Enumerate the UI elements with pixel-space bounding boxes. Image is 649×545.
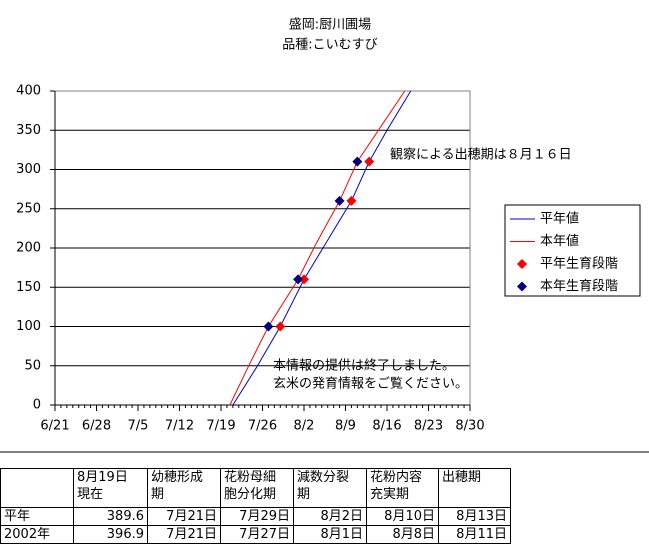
- stage-marker: [364, 156, 375, 167]
- stage-marker: [263, 321, 274, 332]
- y-tick-label: 350: [16, 123, 41, 138]
- table-cell: 396.9: [73, 525, 148, 544]
- table-cell: 8月1日: [293, 525, 367, 544]
- header-row: 8月19日 現在 幼穂形成期花粉母細 胞分化期 減数分裂期花粉内容 充実期 出穂期: [0, 468, 511, 508]
- header-text: 胞分化期: [224, 487, 277, 502]
- annotation: 本情報の提供は終了しました。: [273, 358, 455, 374]
- legend: [504, 204, 641, 297]
- series-line: [229, 90, 406, 406]
- table-cell: 8月11日: [438, 525, 511, 544]
- table-cell: 389.6: [73, 507, 148, 526]
- x-tick-label: 8/23: [414, 419, 443, 434]
- table-row: 2002年 396.9 7月21日 7月27日 8月1日 8月8日 8月11日: [0, 525, 511, 544]
- stage-marker: [346, 195, 357, 206]
- table-row: 平年 389.6 7月21日 7月29日 8月2日 8月10日 8月13日: [0, 507, 511, 526]
- table-cell: 7月21日: [147, 525, 221, 544]
- x-tick-label: 8/9: [335, 419, 356, 434]
- table-cell: 8月13日: [438, 507, 511, 526]
- header-text: 花粉内容: [370, 470, 423, 485]
- header-text: 充実期: [370, 487, 410, 502]
- header-cell: 8月19日現在: [73, 468, 148, 508]
- y-tick-label: 300: [16, 162, 41, 177]
- legend-swatch: [517, 259, 527, 269]
- y-tick-label: 250: [16, 201, 41, 216]
- x-tick-label: 7/26: [248, 419, 277, 434]
- chart-title: 品種:こいむすび: [282, 37, 377, 53]
- series-line: [232, 90, 412, 406]
- y-tick-label: 0: [33, 398, 41, 413]
- header-text: 花粉母細: [224, 470, 277, 485]
- table-cell: 8月2日: [293, 507, 367, 526]
- header-text: 現在: [77, 487, 104, 502]
- stage-marker: [352, 156, 363, 167]
- chart-title: 盛岡:厨川圃場: [289, 18, 371, 33]
- legend-swatch: [517, 281, 527, 292]
- table-cell: 7月27日: [220, 525, 294, 544]
- y-tick-label: 400: [16, 84, 41, 99]
- x-tick-label: 6/28: [82, 419, 111, 434]
- y-tick-label: 200: [16, 241, 41, 256]
- table-cell: 8月10日: [366, 507, 439, 526]
- legend-label: 本年生育段階: [540, 278, 618, 294]
- x-tick-label: 7/19: [206, 419, 235, 434]
- header-cell: 花粉内容 充実期: [366, 468, 439, 508]
- x-tick-label: 8/30: [455, 419, 484, 434]
- x-tick-label: 8/16: [372, 419, 401, 434]
- y-tick-label: 150: [16, 280, 41, 295]
- stage-marker: [334, 195, 345, 206]
- stage-marker: [275, 321, 286, 332]
- header-cell: 花粉母細 胞分化期: [220, 468, 294, 508]
- data-table: 8月19日 現在 幼穂形成期花粉母細 胞分化期 減数分裂期花粉内容 充実期 出穂期 平年 389…: [0, 468, 511, 544]
- legend-label: 平年値: [540, 211, 579, 227]
- x-tick-label: 7/5: [128, 419, 149, 434]
- x-tick-label: 6/21: [40, 419, 69, 434]
- legend-label: 平年生育段階: [540, 256, 618, 272]
- table-cell: 7月29日: [220, 507, 294, 526]
- table-cell: 8月8日: [366, 525, 439, 544]
- header-cell: 幼穂形成期: [147, 468, 221, 508]
- legend-label: 本年値: [540, 233, 579, 249]
- header-cell: 減数分裂期: [293, 468, 367, 508]
- header-text: 減数分裂: [297, 470, 350, 485]
- x-tick-label: 8/2: [294, 419, 315, 434]
- header-text: 出穂期: [442, 470, 482, 485]
- table-cell: 7月21日: [147, 507, 221, 526]
- stage-marker: [293, 274, 304, 285]
- annotation: 観察による出穂期は８月１６日: [390, 148, 572, 163]
- row-label: 平年: [0, 507, 74, 526]
- y-tick-label: 100: [16, 319, 41, 334]
- y-tick-label: 50: [24, 358, 41, 373]
- corner-cell: [0, 468, 74, 508]
- annotation: 玄米の発育情報をご覧ください。: [273, 376, 468, 392]
- header-text: 期: [297, 487, 311, 502]
- header-cell: 出穂期: [438, 468, 511, 508]
- header-text: 幼穂形成: [151, 470, 204, 485]
- stage-marker: [299, 274, 309, 285]
- header-text: 期: [151, 487, 165, 502]
- x-tick-label: 7/12: [165, 419, 194, 434]
- header-text: 8月19日: [77, 470, 128, 485]
- row-label: 2002年: [0, 525, 74, 544]
